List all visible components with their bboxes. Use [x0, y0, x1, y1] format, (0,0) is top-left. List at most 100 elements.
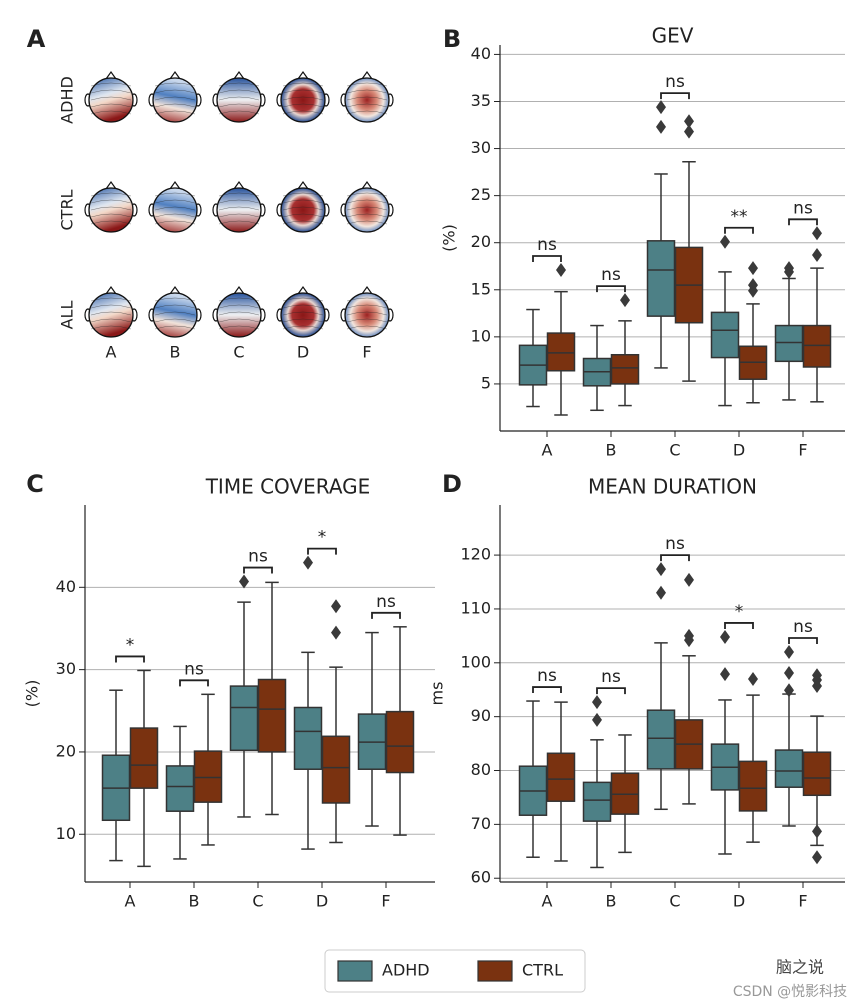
contour [346, 103, 388, 108]
topomap [344, 292, 390, 338]
chart-title: GEV [652, 24, 694, 48]
contour [346, 325, 388, 330]
contour [90, 297, 132, 302]
topomap [216, 187, 262, 233]
significance-label: * [735, 602, 744, 622]
x-tick-label: C [252, 892, 263, 911]
outlier [331, 599, 341, 614]
y-tick-label: 30 [471, 138, 491, 157]
significance-bracket [596, 285, 626, 293]
contour [154, 311, 196, 316]
contour [154, 213, 196, 218]
legend-swatch [477, 960, 513, 982]
contour [282, 213, 324, 218]
contour [154, 82, 196, 87]
contour [154, 89, 196, 94]
topomap [344, 77, 390, 123]
outlier [684, 572, 694, 587]
contour [218, 311, 260, 316]
contour [218, 96, 260, 101]
contour [282, 96, 324, 101]
column-label: A [106, 343, 117, 362]
y-axis-label: (%) [23, 680, 42, 708]
outlier [748, 671, 758, 686]
head-nose [105, 180, 117, 190]
outlier [812, 226, 822, 241]
outlier [784, 264, 794, 279]
significance-label: ns [537, 235, 557, 255]
outlier [720, 667, 730, 682]
y-tick-label: 5 [481, 373, 491, 392]
x-tick-label: D [733, 892, 745, 911]
contour [346, 304, 388, 309]
outlier [556, 263, 566, 278]
significance-label: ns [793, 198, 813, 218]
outlier [656, 100, 666, 115]
y-tick-label: 60 [471, 868, 491, 887]
contour [154, 199, 196, 204]
outlier [239, 574, 249, 589]
box [321, 735, 351, 804]
significance-label: ns [665, 534, 685, 554]
contour [154, 192, 196, 197]
significance-label: ns [601, 667, 621, 687]
x-tick-label: F [798, 892, 807, 911]
contour [154, 96, 196, 101]
contour [282, 110, 324, 115]
head-nose [169, 285, 181, 295]
contour [346, 96, 388, 101]
contour [90, 96, 132, 101]
box [546, 332, 576, 372]
significance-label: * [126, 635, 135, 655]
y-tick-label: 40 [471, 44, 491, 63]
significance-label: ns [793, 617, 813, 637]
box [257, 678, 287, 753]
box [293, 706, 323, 770]
significance-label: ns [537, 666, 557, 686]
significance-bracket [724, 226, 754, 234]
outlier [812, 247, 822, 262]
outlier [812, 850, 822, 865]
panel-label: C [26, 470, 44, 498]
contour [90, 220, 132, 225]
significance-bracket [788, 218, 818, 226]
contour [346, 82, 388, 87]
y-tick-label: 15 [471, 279, 491, 298]
box [738, 760, 768, 812]
y-tick-label: 110 [460, 598, 491, 617]
head-nose [297, 70, 309, 80]
contour [282, 192, 324, 197]
y-tick-label: 20 [56, 741, 76, 760]
significance-bracket [532, 255, 562, 263]
contour [154, 206, 196, 211]
panel-label: A [27, 25, 46, 53]
contour [218, 206, 260, 211]
head-nose [233, 285, 245, 295]
contour [218, 82, 260, 87]
contour [90, 103, 132, 108]
box [385, 710, 415, 774]
legend-label: ADHD [382, 961, 430, 980]
x-tick-label: B [606, 892, 617, 911]
y-tick-label: 80 [471, 760, 491, 779]
significance-bracket [660, 554, 690, 562]
contour [90, 206, 132, 211]
contour [282, 89, 324, 94]
column-label: D [297, 343, 309, 362]
significance-bracket [788, 637, 818, 645]
contour [282, 297, 324, 302]
x-tick-label: D [733, 441, 745, 460]
topomap [216, 292, 262, 338]
outlier [656, 562, 666, 577]
head-nose [169, 70, 181, 80]
significance-bracket [596, 687, 626, 695]
box [774, 324, 804, 363]
topomap [152, 187, 198, 233]
contour [346, 199, 388, 204]
y-tick-label: 25 [471, 185, 491, 204]
contour [218, 325, 260, 330]
y-axis-label: ms [428, 682, 447, 706]
contour [218, 89, 260, 94]
x-tick-label: A [542, 441, 553, 460]
outlier [684, 114, 694, 129]
